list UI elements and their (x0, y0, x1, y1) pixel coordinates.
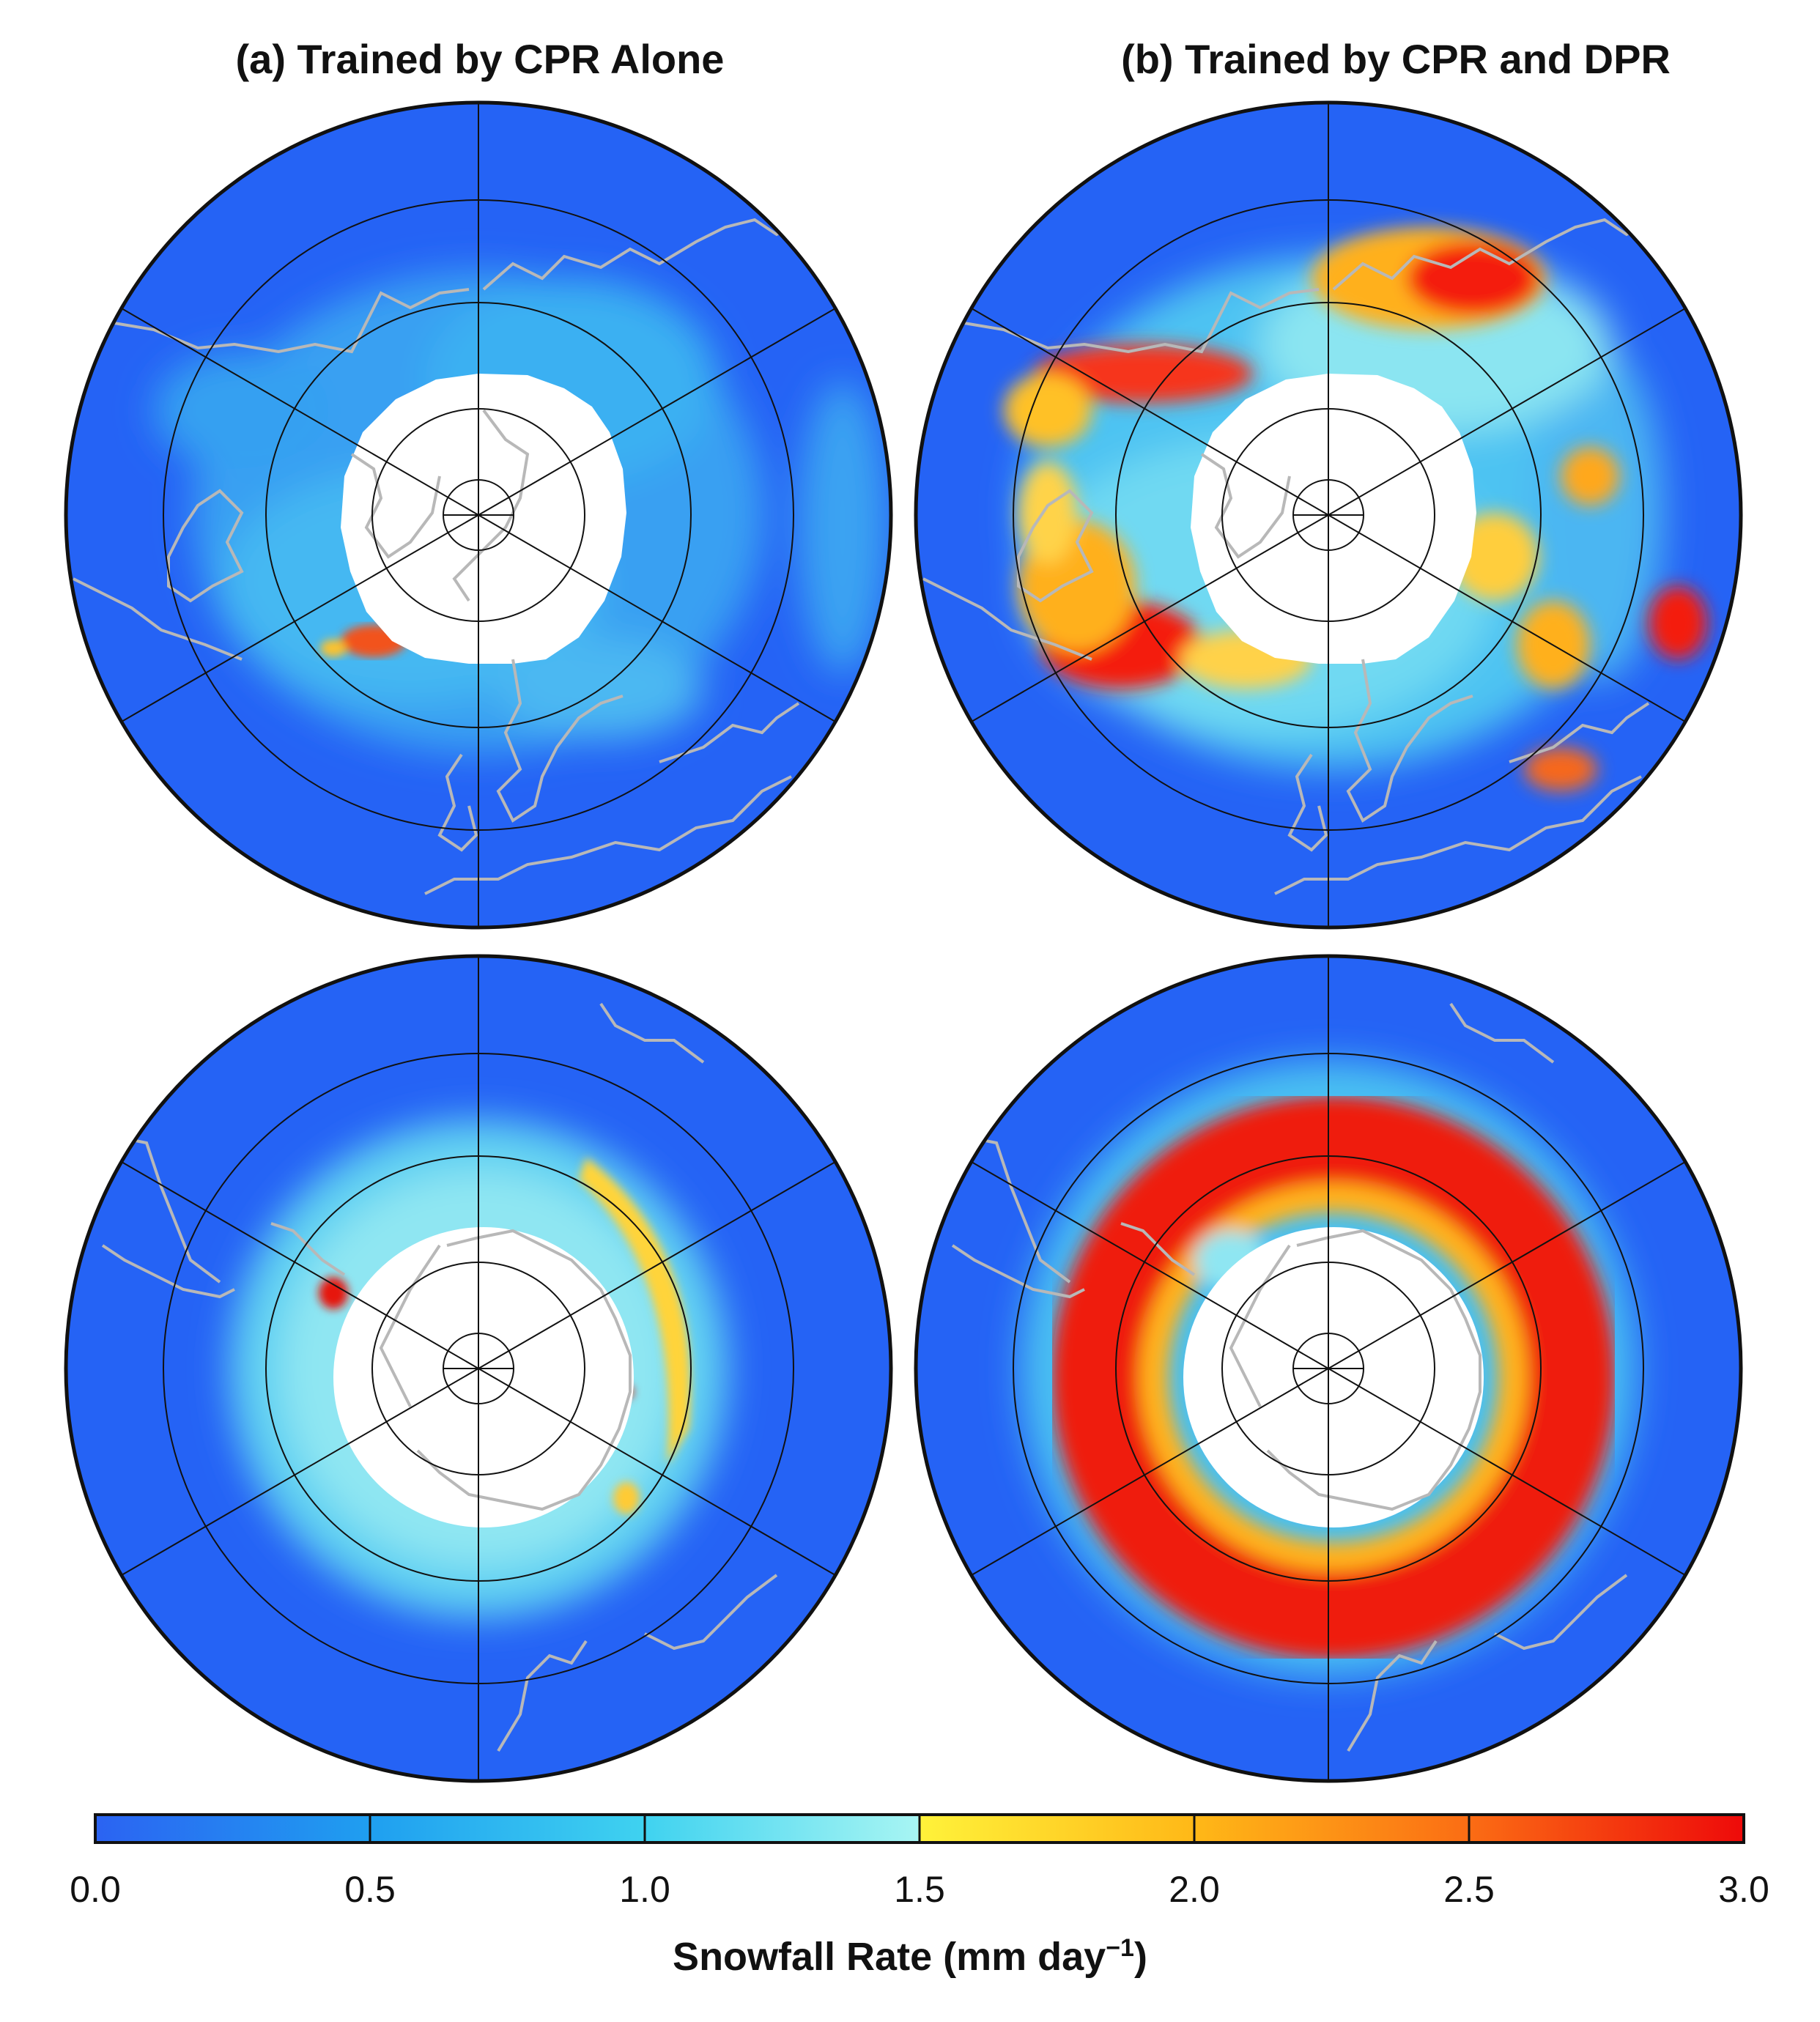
colorbar-title-close: ) (1133, 1935, 1147, 1979)
coastlines (929, 1002, 1628, 1752)
colorbar-tick-label: 1.0 (619, 1869, 670, 1910)
colorbar (94, 1813, 1745, 1844)
map-antarctic-cpr (64, 954, 893, 1783)
pole-hole (333, 1227, 634, 1527)
colorbar-ticks (369, 1815, 1471, 1843)
map-arctic-cpr (64, 100, 893, 930)
colorbar-title-main: Snowfall Rate (mm day (673, 1935, 1106, 1979)
snowfall-high (1004, 227, 1707, 791)
map-arctic-cpr-dpr (914, 100, 1743, 930)
colorbar-tick-label: 2.5 (1443, 1869, 1495, 1910)
colorbar-tick-label: 0.5 (344, 1869, 396, 1910)
colorbar-tick-label: 1.5 (894, 1869, 945, 1910)
colorbar-tick-label: 3.0 (1718, 1869, 1769, 1910)
panel-b-title: (b) Trained by CPR and DPR (1121, 36, 1671, 82)
colorbar-tick-label: 0.0 (70, 1869, 121, 1910)
map-border (914, 954, 1743, 1783)
pole-hole (1183, 1227, 1484, 1527)
map-border (64, 954, 893, 1783)
map-border (914, 100, 1743, 930)
map-border (64, 100, 893, 930)
map-antarctic-cpr-dpr (914, 954, 1743, 1783)
colorbar-tick-label: 2.0 (1169, 1869, 1220, 1910)
colorbar-title-exponent: −1 (1106, 1934, 1134, 1962)
colorbar-title: Snowfall Rate (mm day−1) (0, 1934, 1820, 1980)
panel-a-title: (a) Trained by CPR Alone (235, 36, 725, 82)
